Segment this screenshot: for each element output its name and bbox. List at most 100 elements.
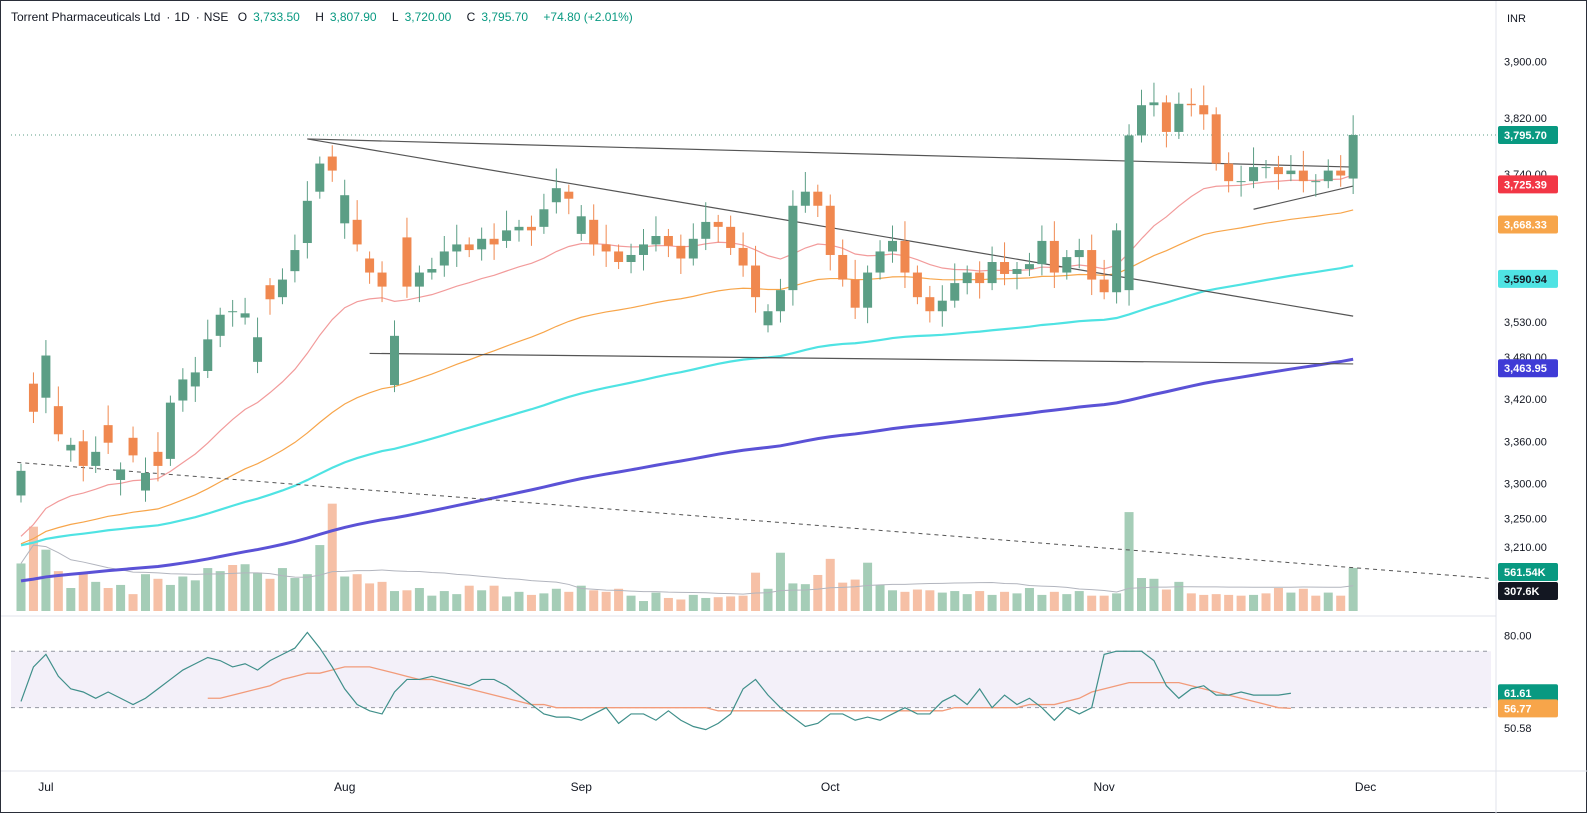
- last-price-badge-bg: [1498, 125, 1558, 144]
- candle: [651, 235, 661, 245]
- candle: [1099, 279, 1109, 293]
- candle: [912, 272, 922, 298]
- volume-bar: [1012, 593, 1022, 611]
- volume-bar: [975, 591, 985, 611]
- last-price-badge: 3,795.70: [1504, 130, 1547, 142]
- volume-bar: [1000, 591, 1010, 611]
- volume-bar: [1062, 594, 1072, 611]
- volume-bar: [153, 578, 163, 611]
- volume-bar: [1074, 591, 1084, 611]
- volume-bar: [116, 584, 126, 611]
- date-axis-tick: Oct: [821, 780, 840, 794]
- candle: [16, 470, 26, 496]
- volume-bar: [825, 558, 835, 611]
- price-axis-tick: 3,300.00: [1504, 478, 1547, 490]
- volume-bar: [1273, 588, 1283, 611]
- price-axis-tick: 3,210.00: [1504, 542, 1547, 554]
- volume-bar: [1261, 593, 1271, 611]
- candle: [1261, 167, 1271, 169]
- volume-bar: [464, 585, 474, 611]
- volume-bar: [614, 588, 624, 611]
- volume-bar: [888, 590, 897, 611]
- candle: [1298, 170, 1308, 182]
- candle: [165, 402, 175, 459]
- candle: [502, 230, 512, 241]
- volume-bar: [215, 571, 225, 611]
- candle: [863, 272, 873, 308]
- volume-bar: [502, 596, 512, 611]
- volume-bar: [477, 590, 487, 611]
- candle: [1124, 135, 1134, 291]
- volume-bar: [738, 595, 748, 611]
- candle: [78, 441, 88, 466]
- candle: [987, 262, 997, 284]
- volume-bar: [340, 576, 350, 611]
- volume-bar: [1211, 594, 1221, 611]
- candle: [352, 219, 362, 245]
- volume-bar: [290, 578, 300, 611]
- candle: [365, 258, 375, 273]
- price-axis-tick: 3,360.00: [1504, 436, 1547, 448]
- volume-bar: [1311, 595, 1321, 611]
- volume-bar: [813, 574, 823, 611]
- volume-bar: [850, 579, 860, 611]
- volume-bar: [663, 597, 673, 611]
- volume-bar: [526, 594, 536, 611]
- volume-bar: [53, 571, 63, 611]
- candle: [1348, 134, 1358, 179]
- rsi-ma-badge: 56.77: [1504, 703, 1532, 715]
- legend-header: Torrent Pharmaceuticals Ltd · 1D · NSE O 3,73…: [11, 10, 633, 24]
- volume-bar: [1124, 512, 1134, 611]
- volume-bar: [265, 578, 275, 611]
- volume-bar: [377, 581, 387, 611]
- candle: [427, 269, 437, 273]
- volume-bar: [962, 594, 972, 611]
- interval: 1D: [174, 10, 190, 24]
- candle: [1273, 167, 1283, 175]
- upper-trendline: [307, 138, 1354, 168]
- volume-badge-bg: [1498, 563, 1558, 581]
- volume-bar: [165, 584, 175, 611]
- volume-bar: [1099, 595, 1109, 611]
- candle: [203, 339, 213, 371]
- open-value: O 3,733.50: [237, 10, 300, 24]
- pennant-support-line: [1253, 185, 1354, 210]
- candle: [676, 245, 686, 259]
- volume-bar: [66, 588, 76, 611]
- candle: [153, 451, 163, 466]
- candle: [1249, 167, 1259, 182]
- volume-bar: [775, 552, 785, 611]
- candle: [601, 244, 611, 252]
- volume-bar: [763, 588, 773, 611]
- volume-bar: [128, 594, 138, 611]
- volume-bar: [676, 599, 686, 611]
- candle: [1311, 181, 1321, 183]
- ema-50-badge-bg: [1498, 215, 1558, 234]
- candle: [1336, 170, 1346, 176]
- rsi-line: [20, 631, 1291, 731]
- exchange: NSE: [203, 10, 229, 24]
- high-value: H 3,807.90: [315, 10, 377, 24]
- currency-label[interactable]: INR: [1507, 13, 1526, 25]
- rsi-ma-badge-bg: [1498, 699, 1558, 718]
- volume-bar: [315, 545, 325, 611]
- volume-bar: [651, 592, 661, 611]
- candle: [751, 265, 761, 298]
- volume-bar: [1236, 595, 1246, 611]
- volume-bar: [788, 583, 798, 611]
- candle: [290, 250, 300, 272]
- volume-bar: [178, 576, 188, 611]
- candle: [452, 244, 462, 252]
- candle: [1224, 163, 1234, 182]
- candle: [701, 221, 711, 239]
- dashed-trendline: [17, 461, 1491, 579]
- volume-bar: [141, 574, 150, 611]
- volume-bar: [713, 597, 723, 611]
- volume-bar: [16, 563, 26, 611]
- volume-bar: [489, 585, 499, 611]
- candle: [1087, 250, 1097, 280]
- volume-bar: [1174, 581, 1184, 611]
- candle: [1074, 250, 1084, 258]
- volume-bar: [439, 591, 449, 611]
